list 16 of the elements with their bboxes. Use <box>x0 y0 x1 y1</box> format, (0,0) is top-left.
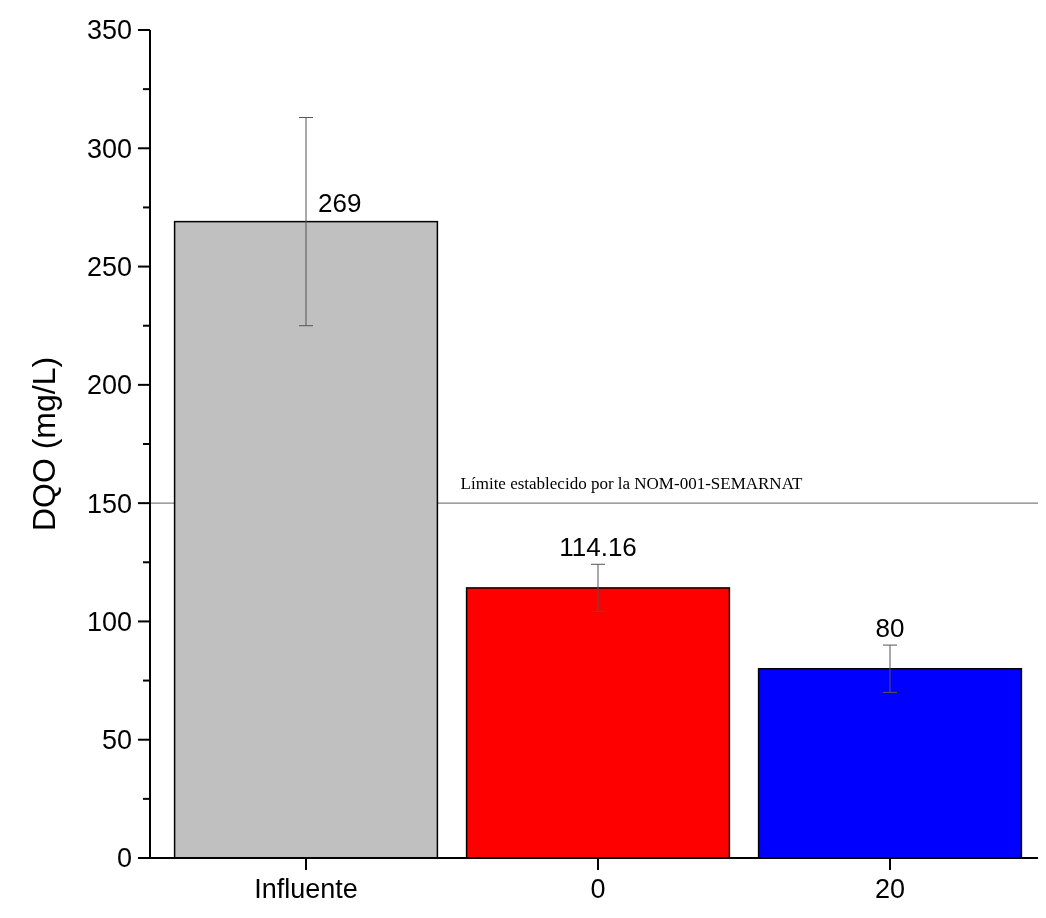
ref-line-label: Límite establecido por la NOM-001-SEMARNAT <box>460 474 804 494</box>
y-tick-label: 50 <box>101 725 132 756</box>
y-tick-label: 100 <box>86 606 132 637</box>
y-tick-label: 300 <box>86 133 132 164</box>
x-tick-label: 0 <box>590 874 606 904</box>
data-label: 114.16 <box>559 532 637 563</box>
data-label: 80 <box>875 613 905 644</box>
y-tick-label: 250 <box>86 252 132 283</box>
y-tick-label: 150 <box>86 488 132 519</box>
y-axis-title: DQO (mg/L) <box>26 356 62 532</box>
y-tick-label: 200 <box>86 370 132 401</box>
data-label: 269 <box>318 187 362 218</box>
x-tick-label: Influente <box>254 874 358 904</box>
x-tick-label: 20 <box>874 874 906 904</box>
y-tick-label: 0 <box>116 843 132 874</box>
y-tick-label: 350 <box>86 15 132 46</box>
